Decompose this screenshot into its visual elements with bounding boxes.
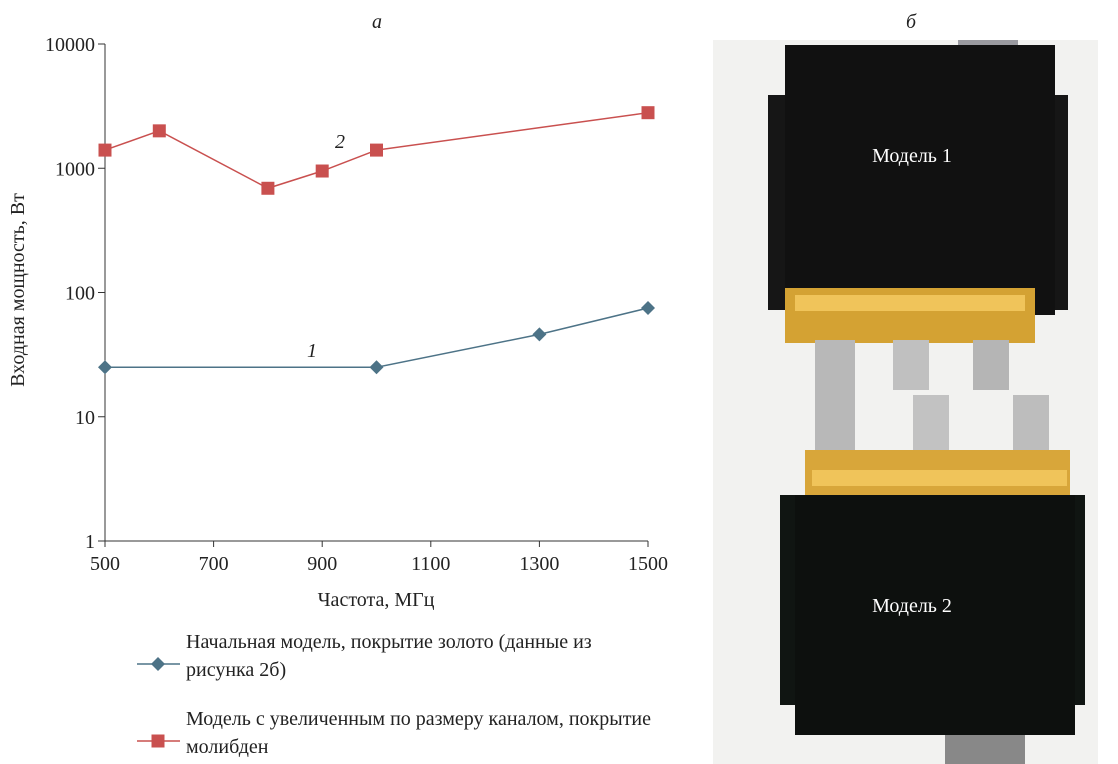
- page: а Частота, МГц Входная мощность, Вт б Мо…: [0, 0, 1118, 764]
- y-tick-label: 1000: [55, 158, 95, 180]
- marker: [151, 657, 165, 671]
- annotation: 2: [335, 131, 345, 153]
- y-tick-label: 1: [85, 531, 95, 553]
- marker: [152, 735, 165, 748]
- marker: [370, 360, 384, 374]
- marker: [98, 360, 112, 374]
- marker: [532, 327, 546, 341]
- x-tick-label: 700: [199, 553, 229, 575]
- y-tick-label: 10000: [45, 34, 95, 56]
- annotation: 1: [307, 340, 317, 362]
- marker: [316, 165, 329, 178]
- x-tick-label: 500: [90, 553, 120, 575]
- x-tick-label: 1300: [519, 553, 559, 575]
- legend-entry: Модель с увеличенным по размеру каналом,…: [186, 705, 656, 761]
- x-tick-label: 1500: [628, 553, 668, 575]
- x-tick-label: 1100: [411, 553, 450, 575]
- marker: [99, 144, 112, 157]
- x-axis-label: Частота, МГц: [318, 589, 435, 611]
- photo-label: Модель 2: [872, 595, 952, 617]
- series-line: [105, 308, 648, 367]
- legend-entry: Начальная модель, покрытие золото (данны…: [186, 628, 656, 684]
- y-tick-label: 100: [65, 283, 95, 305]
- photo-label: Модель 1: [872, 145, 952, 167]
- marker: [370, 144, 383, 157]
- x-tick-label: 900: [307, 553, 337, 575]
- photo: Модель 1 Модель 2: [713, 40, 1098, 764]
- y-tick-label: 10: [75, 407, 95, 429]
- marker: [261, 182, 274, 195]
- photo-title: б: [906, 11, 917, 33]
- marker: [153, 124, 166, 137]
- marker: [642, 106, 655, 119]
- y-axis-label: Входная мощность, Вт: [7, 193, 29, 387]
- marker: [641, 301, 655, 315]
- chart-title: а: [372, 11, 382, 33]
